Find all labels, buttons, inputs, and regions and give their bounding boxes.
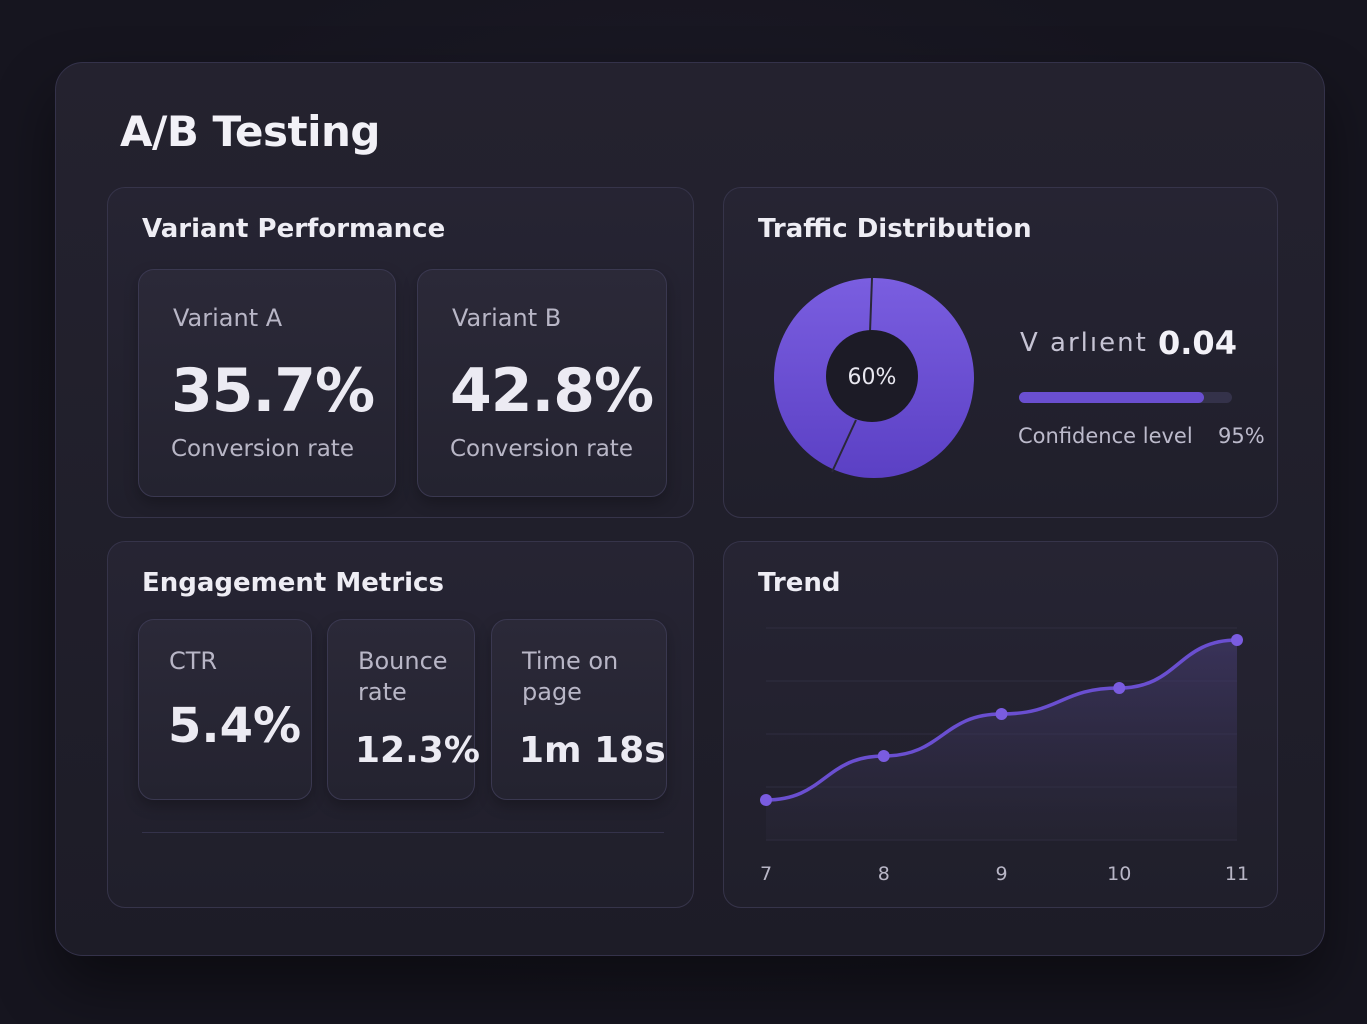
donut-slice-divider-bottom [831,419,857,473]
time-on-page-value: 1m 18s [519,730,666,771]
engagement-metrics-title: Engagement Metrics [142,568,444,598]
confidence-value: 95% [1218,424,1265,448]
engagement-metrics-card: Engagement Metrics CTR 5.4% Bounce rate … [107,541,694,908]
trend-x-tick-label: 8 [878,863,890,885]
bounce-rate-tile[interactable]: Bounce rate 12.3% [327,619,480,800]
ab-testing-dashboard: A/B Testing Variant Performance Variant … [55,62,1325,956]
donut-hole [826,330,918,422]
ctr-label: CTR [169,647,218,675]
variant-b-label: Variant B [452,304,562,332]
variant-a-value: 35.7% [171,356,375,426]
trend-point-8 [877,750,890,762]
engagement-divider [142,832,664,833]
variant-b-tile[interactable]: Variant B 42.8% Conversion rate [417,269,667,497]
variant-performance-card: Variant Performance Variant A 35.7% Conv… [107,187,694,518]
trend-point-9 [995,708,1008,720]
confidence-progress-bar [1019,392,1232,403]
donut-slice-divider-top [869,277,873,333]
ctr-tile[interactable]: CTR 5.4% [138,619,312,800]
variant-a-tile[interactable]: Variant A 35.7% Conversion rate [138,269,396,497]
variant-b-value: 42.8% [450,356,654,426]
variant-a-label: Variant A [173,304,283,332]
variant-performance-title: Variant Performance [142,214,446,244]
trend-card: Trend 7 8 9 10 11 [723,541,1278,908]
time-on-page-tile[interactable]: Time on page 1m 18s [491,619,667,800]
traffic-donut-chart[interactable]: 60% [772,276,976,480]
confidence-progress-fill [1019,392,1205,403]
trend-title: Trend [758,568,841,598]
confidence-label: Confidence level [1018,424,1193,448]
donut-center-label: 60% [848,365,897,390]
trend-point-11 [1231,634,1243,646]
traffic-distribution-title: Traffic Distribution [758,214,1032,244]
variant-b-sub: Conversion rate [450,436,633,462]
trend-point-7 [760,794,772,806]
trend-area [766,640,1237,840]
trend-x-tick-label: 9 [995,863,1007,885]
trend-point-10 [1113,682,1126,694]
traffic-stat-label: V arlıent [1020,328,1148,358]
traffic-stat-value: 0.04 [1158,324,1237,362]
trend-x-tick-label: 10 [1107,863,1131,885]
trend-x-tick-label: 11 [1225,863,1249,885]
traffic-distribution-card: Traffic Distribution 60% V arlıent 0.04 … [723,187,1278,518]
bounce-rate-value: 12.3% [355,730,480,771]
time-on-page-label: Time on page [522,647,619,706]
bounce-rate-label: Bounce rate [358,647,448,706]
page-title: A/B Testing [120,107,380,156]
trend-chart[interactable]: 7 8 9 10 11 [724,542,1279,909]
ctr-value: 5.4% [168,698,302,754]
variant-a-sub: Conversion rate [171,436,354,462]
trend-x-tick-label: 7 [760,863,772,885]
